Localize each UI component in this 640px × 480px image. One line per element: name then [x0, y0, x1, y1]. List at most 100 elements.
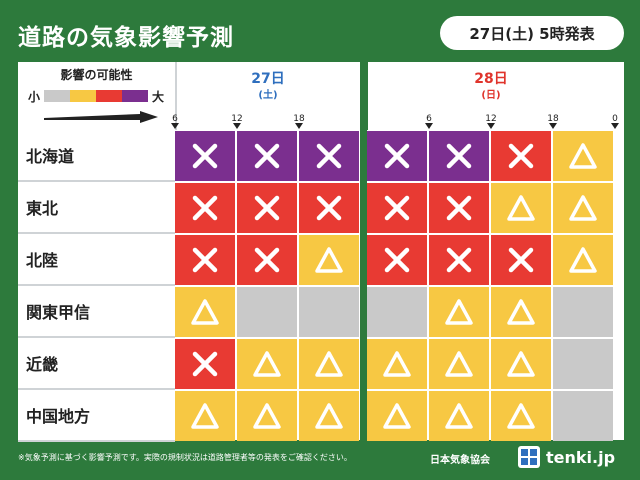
triangle-icon: [383, 403, 411, 429]
legend-title: 影響の可能性: [60, 68, 133, 82]
forecast-cell: [237, 131, 297, 181]
cross-icon: [384, 143, 410, 169]
triangle-icon: [253, 403, 281, 429]
time-tick-label: 0: [612, 114, 618, 124]
forecast-cell: [367, 183, 427, 233]
time-tick-label: 12: [231, 114, 243, 124]
cross-icon: [384, 247, 410, 273]
day-label: 28日: [474, 71, 508, 87]
triangle-icon: [315, 403, 343, 429]
triangle-icon: [191, 299, 219, 325]
cross-icon: [316, 143, 342, 169]
cross-icon: [316, 195, 342, 221]
arrow-right-icon: [44, 111, 158, 123]
forecast-cell: [553, 339, 613, 389]
triangle-icon: [569, 195, 597, 221]
region-label: 北陸: [18, 234, 175, 286]
time-tick-label: 18: [547, 114, 559, 124]
cross-icon: [192, 195, 218, 221]
time-tick-label: 6: [426, 114, 432, 124]
time-tick-marker: [487, 123, 495, 129]
legend: 影響の可能性 小 大: [18, 62, 175, 130]
legend-swatch: [70, 90, 96, 102]
forecast-cell: [367, 339, 427, 389]
forecast-cell: [367, 235, 427, 285]
forecast-cell: [237, 339, 297, 389]
forecast-cell: [175, 235, 235, 285]
triangle-icon: [315, 351, 343, 377]
legend-color-bar: [44, 90, 148, 102]
time-tick-marker: [611, 123, 619, 129]
cross-icon: [254, 195, 280, 221]
issued-badge: 27日(土) 5時発表: [440, 16, 624, 50]
forecast-cell: [299, 339, 359, 389]
forecast-cell: [299, 183, 359, 233]
triangle-icon: [569, 143, 597, 169]
cross-icon: [384, 195, 410, 221]
tenki-logo-icon: [518, 446, 540, 468]
legend-high-label: 大: [152, 90, 165, 104]
forecast-cell: [429, 391, 489, 441]
header-divider: [175, 62, 177, 130]
time-tick-label: 12: [485, 114, 497, 124]
triangle-icon: [445, 403, 473, 429]
day-label: 27日: [251, 71, 285, 87]
cross-icon: [446, 143, 472, 169]
forecast-cell: [429, 131, 489, 181]
forecast-cell: [237, 391, 297, 441]
cross-icon: [508, 247, 534, 273]
day-weekday: (日): [481, 90, 501, 101]
agency-name: 日本気象協会: [430, 455, 490, 466]
forecast-cell: [429, 235, 489, 285]
footnote: ※気象予測に基づく影響予測です。実際の規制状況は道路管理者等の発表をご確認くださ…: [18, 453, 352, 462]
triangle-icon: [191, 403, 219, 429]
triangle-icon: [445, 299, 473, 325]
forecast-cell: [237, 235, 297, 285]
cross-icon: [192, 143, 218, 169]
region-label: 東北: [18, 182, 175, 234]
cross-icon: [446, 195, 472, 221]
tenki-logo-text: tenki.jp: [546, 447, 616, 467]
time-tick-label: 6: [172, 114, 178, 124]
triangle-icon: [507, 351, 535, 377]
forecast-cell: [491, 183, 551, 233]
region-label: 関東甲信: [18, 286, 175, 338]
forecast-cell: [429, 339, 489, 389]
forecast-cell: [175, 391, 235, 441]
page-title: 道路の気象影響予測: [18, 25, 234, 51]
forecast-cell: [367, 287, 427, 337]
forecast-cell: [367, 131, 427, 181]
forecast-cell: [491, 131, 551, 181]
legend-low-label: 小: [28, 90, 41, 104]
forecast-cell: [237, 287, 297, 337]
triangle-icon: [253, 351, 281, 377]
cross-icon: [192, 351, 218, 377]
time-tick-marker: [295, 123, 303, 129]
forecast-cell: [553, 183, 613, 233]
triangle-icon: [445, 351, 473, 377]
cross-icon: [508, 143, 534, 169]
legend-swatch: [96, 90, 122, 102]
forecast-cell: [175, 287, 235, 337]
region-label: 北海道: [18, 130, 175, 182]
time-tick-marker: [549, 123, 557, 129]
forecast-cell: [175, 183, 235, 233]
forecast-cell: [299, 131, 359, 181]
forecast-cell: [429, 287, 489, 337]
triangle-icon: [507, 299, 535, 325]
forecast-cell: [367, 391, 427, 441]
day-separator: [360, 62, 367, 440]
forecast-cell: [299, 235, 359, 285]
forecast-cell: [553, 391, 613, 441]
triangle-icon: [569, 247, 597, 273]
cross-icon: [446, 247, 472, 273]
triangle-icon: [507, 195, 535, 221]
time-tick-marker: [233, 123, 241, 129]
forecast-cell: [299, 287, 359, 337]
cross-icon: [192, 247, 218, 273]
triangle-icon: [507, 403, 535, 429]
forecast-cell: [491, 235, 551, 285]
cross-icon: [254, 247, 280, 273]
forecast-cell: [299, 391, 359, 441]
forecast-cell: [553, 131, 613, 181]
